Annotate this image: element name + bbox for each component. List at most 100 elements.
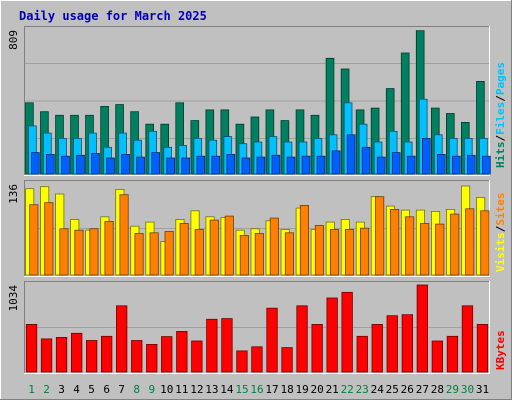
bar-sites-day-1 [29, 204, 39, 276]
bar-kbytes-day-4 [71, 332, 83, 373]
bar-kbytes-day-11 [176, 330, 188, 373]
bar-sites-day-20 [314, 225, 324, 276]
bar-kbytes-day-24 [371, 323, 383, 373]
bar-kbytes-day-8 [131, 340, 143, 373]
bar-kbytes-day-23 [356, 335, 368, 373]
bar-kbytes-day-21 [326, 297, 338, 373]
bar-pages-day-23 [361, 146, 371, 175]
x-label-day-12: 12 [190, 383, 203, 396]
legend-entry: KBytes [494, 330, 507, 370]
bar-pages-day-29 [451, 155, 461, 175]
x-label-day-22: 22 [341, 383, 354, 396]
bar-kbytes-day-27 [416, 284, 429, 373]
bar-kbytes-day-2 [40, 338, 53, 373]
bar-sites-day-29 [450, 213, 460, 276]
bar-sites-day-25 [390, 208, 400, 276]
legend-entry: Visits [494, 232, 507, 272]
bar-sites-day-31 [480, 210, 490, 276]
chart-panel-visits_sites: 136 Visits/Sites [7, 180, 507, 277]
bar-kbytes-day-3 [55, 336, 68, 373]
bar-pages-day-18 [286, 156, 296, 175]
bar-pages-day-21 [331, 150, 341, 175]
bar-kbytes-day-5 [86, 340, 98, 373]
chart-title: Daily usage for March 2025 [19, 9, 207, 23]
bar-pages-day-4 [76, 154, 85, 175]
bar-sites-day-15 [239, 235, 249, 276]
legend-entry: Files [494, 102, 507, 135]
bar-pages-day-24 [376, 156, 386, 175]
bar-kbytes-day-13 [206, 318, 218, 373]
bar-sites-day-30 [465, 208, 475, 276]
bar-sites-day-4 [74, 229, 84, 276]
legend-entry: Pages [494, 62, 507, 95]
bar-sites-day-16 [254, 233, 264, 276]
x-label-day-7: 7 [118, 383, 125, 396]
bar-kbytes-day-29 [446, 335, 459, 373]
bar-kbytes-day-15 [236, 350, 248, 373]
legend: Hits/Files/Pages [494, 62, 507, 168]
bar-kbytes-day-20 [311, 323, 323, 373]
bar-pages-day-19 [301, 155, 311, 175]
bar-sites-day-18 [284, 232, 294, 276]
legend-entry: / [494, 225, 507, 232]
bar-pages-day-7 [121, 153, 130, 175]
x-label-day-10: 10 [160, 383, 173, 396]
x-label-day-1: 1 [28, 383, 35, 396]
x-label-day-31: 31 [476, 383, 489, 396]
bar-sites-day-17 [269, 217, 279, 276]
x-label-day-3: 3 [58, 383, 65, 396]
bar-kbytes-day-14 [221, 318, 233, 373]
bar-pages-day-12 [196, 155, 206, 175]
bar-pages-day-14 [226, 153, 236, 175]
bar-pages-day-1 [31, 152, 40, 175]
x-label-day-13: 13 [205, 383, 218, 396]
x-label-day-21: 21 [326, 383, 339, 396]
y-max-label: 1034 [7, 285, 20, 312]
bar-kbytes-day-1 [25, 323, 38, 373]
bar-kbytes-day-26 [401, 314, 414, 373]
bar-kbytes-day-22 [341, 291, 353, 373]
bar-sites-day-26 [405, 216, 415, 276]
bar-sites-day-22 [344, 229, 355, 276]
bar-kbytes-day-9 [146, 343, 158, 373]
bar-kbytes-day-28 [431, 340, 444, 373]
x-label-day-8: 8 [133, 383, 140, 396]
x-label-day-18: 18 [280, 383, 293, 396]
x-label-day-15: 15 [235, 383, 248, 396]
bar-sites-day-21 [329, 229, 340, 276]
bar-pages-day-3 [61, 155, 70, 175]
bar-pages-day-11 [181, 157, 191, 175]
bar-sites-day-2 [44, 202, 54, 276]
bar-sites-day-14 [224, 215, 234, 276]
bar-pages-day-31 [482, 155, 491, 175]
x-label-day-20: 20 [310, 383, 323, 396]
bar-kbytes-day-18 [281, 347, 293, 373]
x-label-day-2: 2 [43, 383, 50, 396]
bar-sites-day-19 [299, 204, 309, 276]
bar-pages-day-25 [391, 152, 401, 175]
bar-pages-day-27 [421, 137, 431, 175]
bar-sites-day-3 [59, 228, 69, 276]
bar-sites-day-27 [420, 223, 430, 276]
legend-entry: Hits [494, 142, 507, 169]
x-label-day-6: 6 [103, 383, 110, 396]
x-label-day-5: 5 [88, 383, 95, 396]
bar-sites-day-24 [375, 196, 385, 276]
bar-pages-day-6 [106, 157, 115, 175]
bar-kbytes-day-25 [386, 315, 398, 373]
legend-entry: / [494, 135, 507, 142]
x-label-day-14: 14 [220, 383, 234, 396]
bar-pages-day-5 [91, 153, 100, 175]
bar-pages-day-28 [436, 153, 446, 175]
legend-entry: / [494, 95, 507, 102]
bar-pages-day-10 [166, 157, 176, 175]
x-label-day-28: 28 [431, 383, 444, 396]
bar-kbytes-day-16 [251, 346, 263, 373]
bar-sites-day-11 [179, 223, 189, 276]
x-label-day-23: 23 [356, 383, 369, 396]
bar-kbytes-day-10 [161, 336, 173, 373]
bar-pages-day-15 [241, 157, 251, 175]
